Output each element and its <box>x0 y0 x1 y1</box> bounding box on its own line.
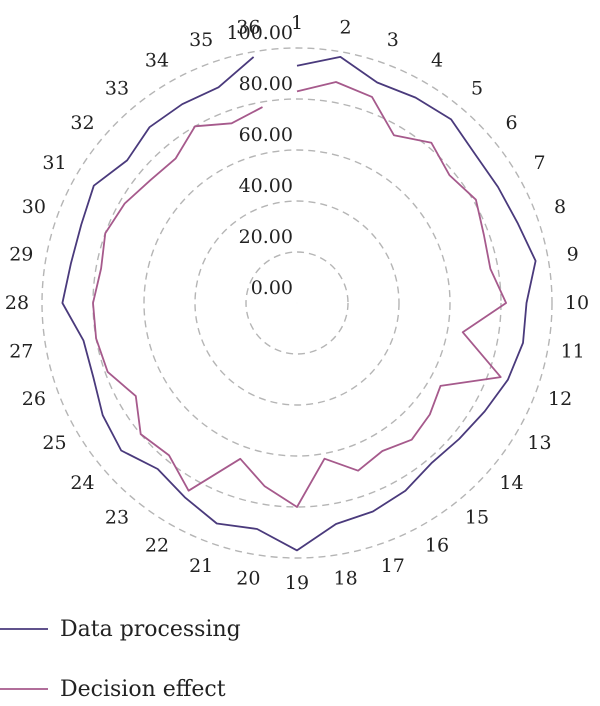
category-label: 36 <box>236 16 260 38</box>
category-label: 31 <box>42 152 66 174</box>
category-label: 35 <box>189 29 213 51</box>
category-label: 34 <box>145 50 169 72</box>
category-label: 23 <box>105 507 129 529</box>
radial-tick-label: 80.00 <box>239 73 293 95</box>
category-label: 16 <box>425 535 449 557</box>
grid-ring-5 <box>41 47 553 559</box>
category-label: 30 <box>22 196 46 218</box>
category-label: 11 <box>561 341 585 363</box>
grid-ring-1 <box>245 251 349 355</box>
category-label: 22 <box>145 535 169 557</box>
radial-tick-label: 20.00 <box>239 226 293 248</box>
legend-label-1: Decision effect <box>60 677 226 702</box>
radial-tick-label: 60.00 <box>239 124 293 146</box>
grid-ring-3 <box>143 149 451 457</box>
series-line-0 <box>61 56 537 552</box>
category-label: 6 <box>505 112 517 134</box>
series-lines <box>61 56 537 552</box>
legend-label-0: Data processing <box>60 617 241 642</box>
grid-ring-4 <box>92 98 502 508</box>
category-label: 18 <box>334 568 358 590</box>
category-label: 25 <box>42 432 66 454</box>
category-label: 3 <box>387 29 399 51</box>
category-label: 10 <box>565 292 589 314</box>
category-label: 33 <box>105 78 129 100</box>
category-label: 9 <box>567 243 579 265</box>
category-label: 2 <box>340 16 352 38</box>
category-label: 26 <box>22 388 46 410</box>
category-labels: 1 234567891011121314151617181920212223242… <box>5 12 589 594</box>
category-label: 17 <box>381 555 405 577</box>
category-label: 19 <box>285 572 309 594</box>
category-label: 32 <box>70 112 94 134</box>
radial-tick-labels: 0.00 20.00 40.00 60.00 80.00 100.00 <box>227 22 293 299</box>
category-label: 1 <box>291 12 303 34</box>
category-label: 4 <box>431 50 443 72</box>
category-label: 8 <box>554 196 566 218</box>
category-label: 28 <box>5 292 29 314</box>
radial-grid <box>41 47 553 559</box>
category-label: 12 <box>548 388 572 410</box>
category-label: 29 <box>9 243 33 265</box>
series-line-1 <box>92 81 508 508</box>
radial-tick-label: 40.00 <box>239 175 293 197</box>
radial-tick-label: 100.00 <box>227 22 293 44</box>
radial-tick-label: 0.00 <box>251 277 293 299</box>
category-label: 7 <box>533 152 545 174</box>
grid-ring-2 <box>194 200 400 406</box>
category-label: 15 <box>465 507 489 529</box>
category-label: 27 <box>9 341 33 363</box>
category-label: 21 <box>189 555 213 577</box>
category-label: 14 <box>499 472 523 494</box>
legend: Data processing Decision effect <box>0 617 241 702</box>
category-label: 13 <box>527 432 551 454</box>
category-label: 24 <box>70 472 94 494</box>
category-label: 20 <box>236 568 260 590</box>
category-label: 5 <box>471 78 483 100</box>
